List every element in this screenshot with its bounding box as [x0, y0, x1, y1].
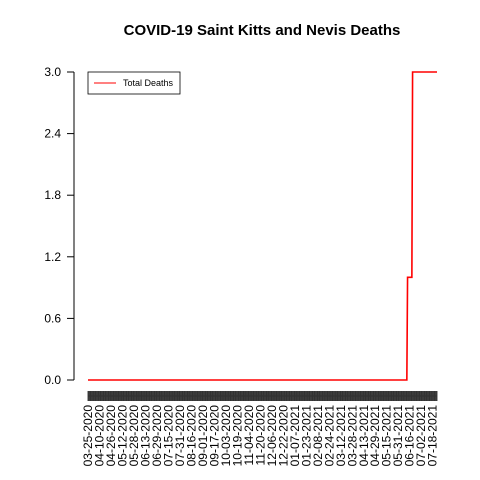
- x-tick-label: 04-10-2020: [92, 405, 106, 467]
- x-tick-label: 02-24-2021: [322, 405, 336, 467]
- x-tick-label: 10-19-2020: [230, 405, 244, 467]
- x-tick-label: 03-28-2021: [345, 405, 359, 467]
- x-tick-label: 05-12-2020: [115, 405, 129, 467]
- y-tick-label: 0.6: [44, 311, 61, 325]
- x-tick-label: 06-16-2021: [403, 405, 417, 467]
- x-tick-label: 05-15-2021: [380, 405, 394, 467]
- x-tick-label: 08-16-2020: [184, 405, 198, 467]
- chart-title: COVID-19 Saint Kitts and Nevis Deaths: [124, 22, 401, 39]
- y-tick-label: 0.0: [44, 373, 61, 387]
- series-layer: [88, 71, 437, 381]
- x-tick-label: 11-04-2020: [242, 405, 256, 466]
- x-tick-label: 07-02-2021: [414, 405, 428, 467]
- x-tick-label: 06-13-2020: [138, 405, 152, 467]
- legend: Total Deaths: [87, 71, 181, 95]
- x-tick-label: 04-26-2020: [104, 405, 118, 467]
- x-tick-label: 12-06-2020: [265, 405, 279, 467]
- x-tick-label: 10-03-2020: [219, 405, 233, 467]
- x-tick-label: 04-29-2021: [368, 405, 382, 467]
- series-line-total-deaths: [88, 71, 437, 381]
- y-axis: 0.0 0.6 1.2 1.8 2.4 3.0: [44, 65, 75, 387]
- y-tick-label: 1.2: [44, 250, 61, 264]
- x-tick-label: 01-23-2021: [299, 405, 313, 467]
- x-tick-label: 04-13-2021: [357, 405, 371, 467]
- x-tick-label: 03-12-2021: [334, 405, 348, 467]
- x-tick-label: 09-17-2020: [207, 405, 221, 467]
- y-tick-label: 2.4: [44, 127, 61, 141]
- x-tick-label: 07-15-2020: [161, 405, 175, 467]
- legend-box: [87, 71, 181, 95]
- x-tick-label: 05-31-2021: [391, 405, 405, 467]
- x-tick-label: 12-22-2020: [276, 405, 290, 467]
- x-axis: 03-25-202004-10-202004-26-202005-12-2020…: [81, 391, 440, 466]
- x-tick-label: 06-29-2020: [150, 405, 164, 467]
- legend-label-total-deaths: Total Deaths: [123, 78, 174, 88]
- x-tick-label: 03-25-2020: [81, 405, 95, 467]
- x-tick-label: 02-08-2021: [311, 405, 325, 467]
- y-tick-label: 1.8: [44, 188, 61, 202]
- x-tick-label: 01-07-2021: [288, 405, 302, 467]
- y-tick-label: 3.0: [44, 65, 61, 79]
- x-tick-label: 07-18-2021: [426, 405, 440, 467]
- x-tick-label: 11-20-2020: [253, 405, 267, 466]
- x-tick-label: 09-01-2020: [196, 405, 210, 467]
- x-tick-label: 05-28-2020: [127, 405, 141, 467]
- x-tick-label: 07-31-2020: [173, 405, 187, 467]
